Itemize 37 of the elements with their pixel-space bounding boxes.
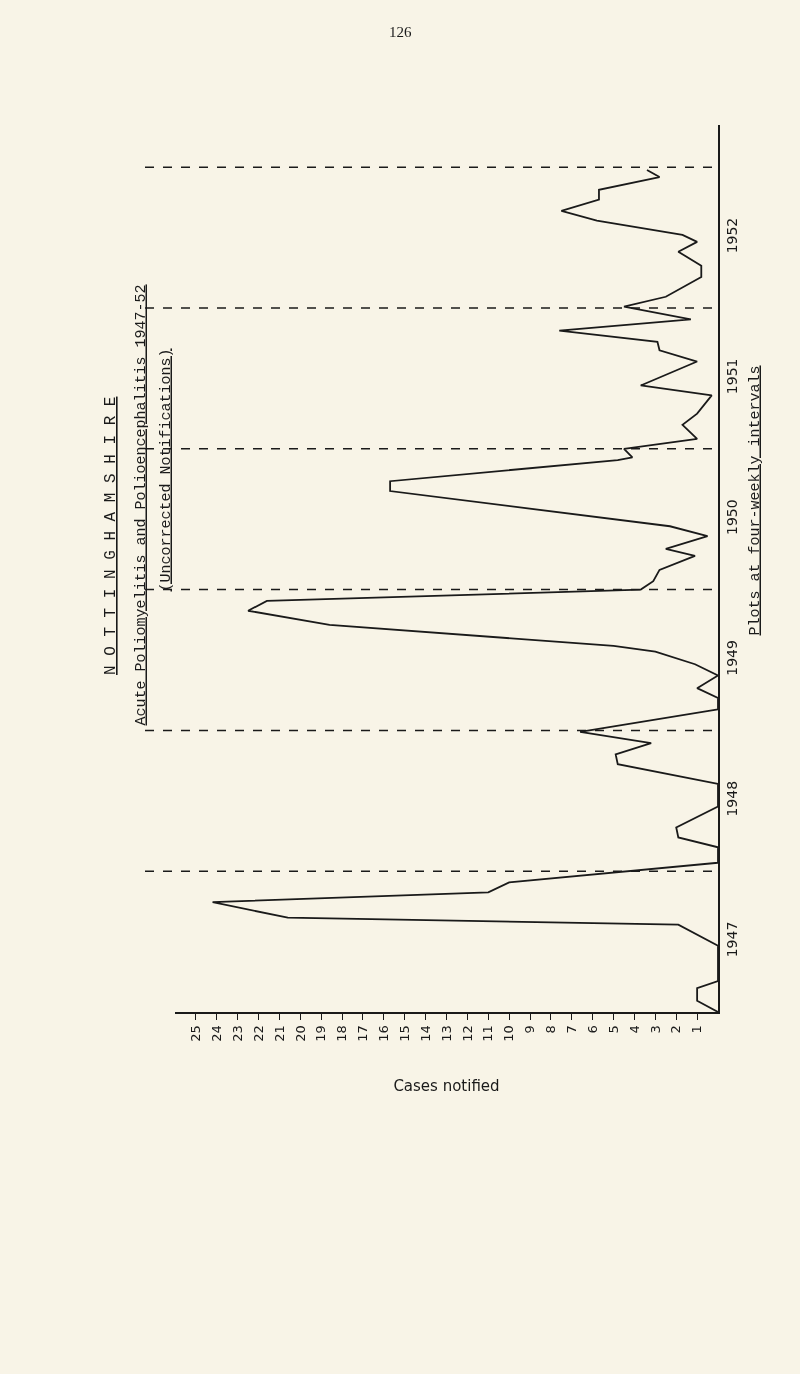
x-tick-label: 12 <box>459 1025 475 1042</box>
x-tick-label: 5 <box>605 1025 621 1034</box>
x-tick-label: 1 <box>689 1025 705 1034</box>
y-tick-label: 1952 <box>723 217 740 254</box>
x-tick-label: 15 <box>396 1025 412 1042</box>
x-tick-label: 13 <box>438 1025 454 1042</box>
x-tick-label: 21 <box>271 1025 287 1042</box>
x-tick-label: 8 <box>543 1025 559 1034</box>
x-tick-label: 22 <box>250 1025 266 1042</box>
x-tick-label: 17 <box>355 1025 371 1042</box>
x-tick-label: 3 <box>647 1025 663 1034</box>
text: N O T T I N G H A M S H I R E <box>102 396 120 675</box>
x-tick-label: 14 <box>417 1025 433 1042</box>
text: Plots at four-weekly intervals <box>746 365 764 636</box>
x-tick-label: 19 <box>313 1025 329 1042</box>
y-tick-label: 1950 <box>723 499 740 535</box>
x-tick-label: 18 <box>334 1025 350 1042</box>
x-tick-label: 6 <box>584 1025 600 1034</box>
text: (Uncorrected Notifications) <box>157 348 175 592</box>
x-tick-label: 16 <box>376 1025 392 1042</box>
x-tick-label: 20 <box>292 1025 308 1042</box>
y-tick-label: 1951 <box>723 358 740 395</box>
x-tick-label: 11 <box>480 1025 496 1042</box>
x-tick-label: 4 <box>626 1025 642 1034</box>
x-tick-label: 9 <box>522 1025 538 1034</box>
y-tick-label: 1948 <box>723 780 740 817</box>
x-tick-label: 10 <box>501 1025 517 1042</box>
x-tick-label: 2 <box>668 1025 684 1034</box>
y-tick-label: 1947 <box>723 921 740 958</box>
x-tick-label: 24 <box>209 1025 224 1042</box>
y-tick-label: 1949 <box>723 640 740 676</box>
text: 126 <box>389 24 412 40</box>
x-tick-label: 25 <box>188 1025 204 1042</box>
x-axis-title: Cases notified <box>393 1077 500 1096</box>
x-tick-label: 23 <box>229 1025 245 1042</box>
text: Acute Poliomyelitis and Polioencephalitis 1947-52 <box>132 284 150 726</box>
x-tick-label: 7 <box>564 1025 580 1034</box>
